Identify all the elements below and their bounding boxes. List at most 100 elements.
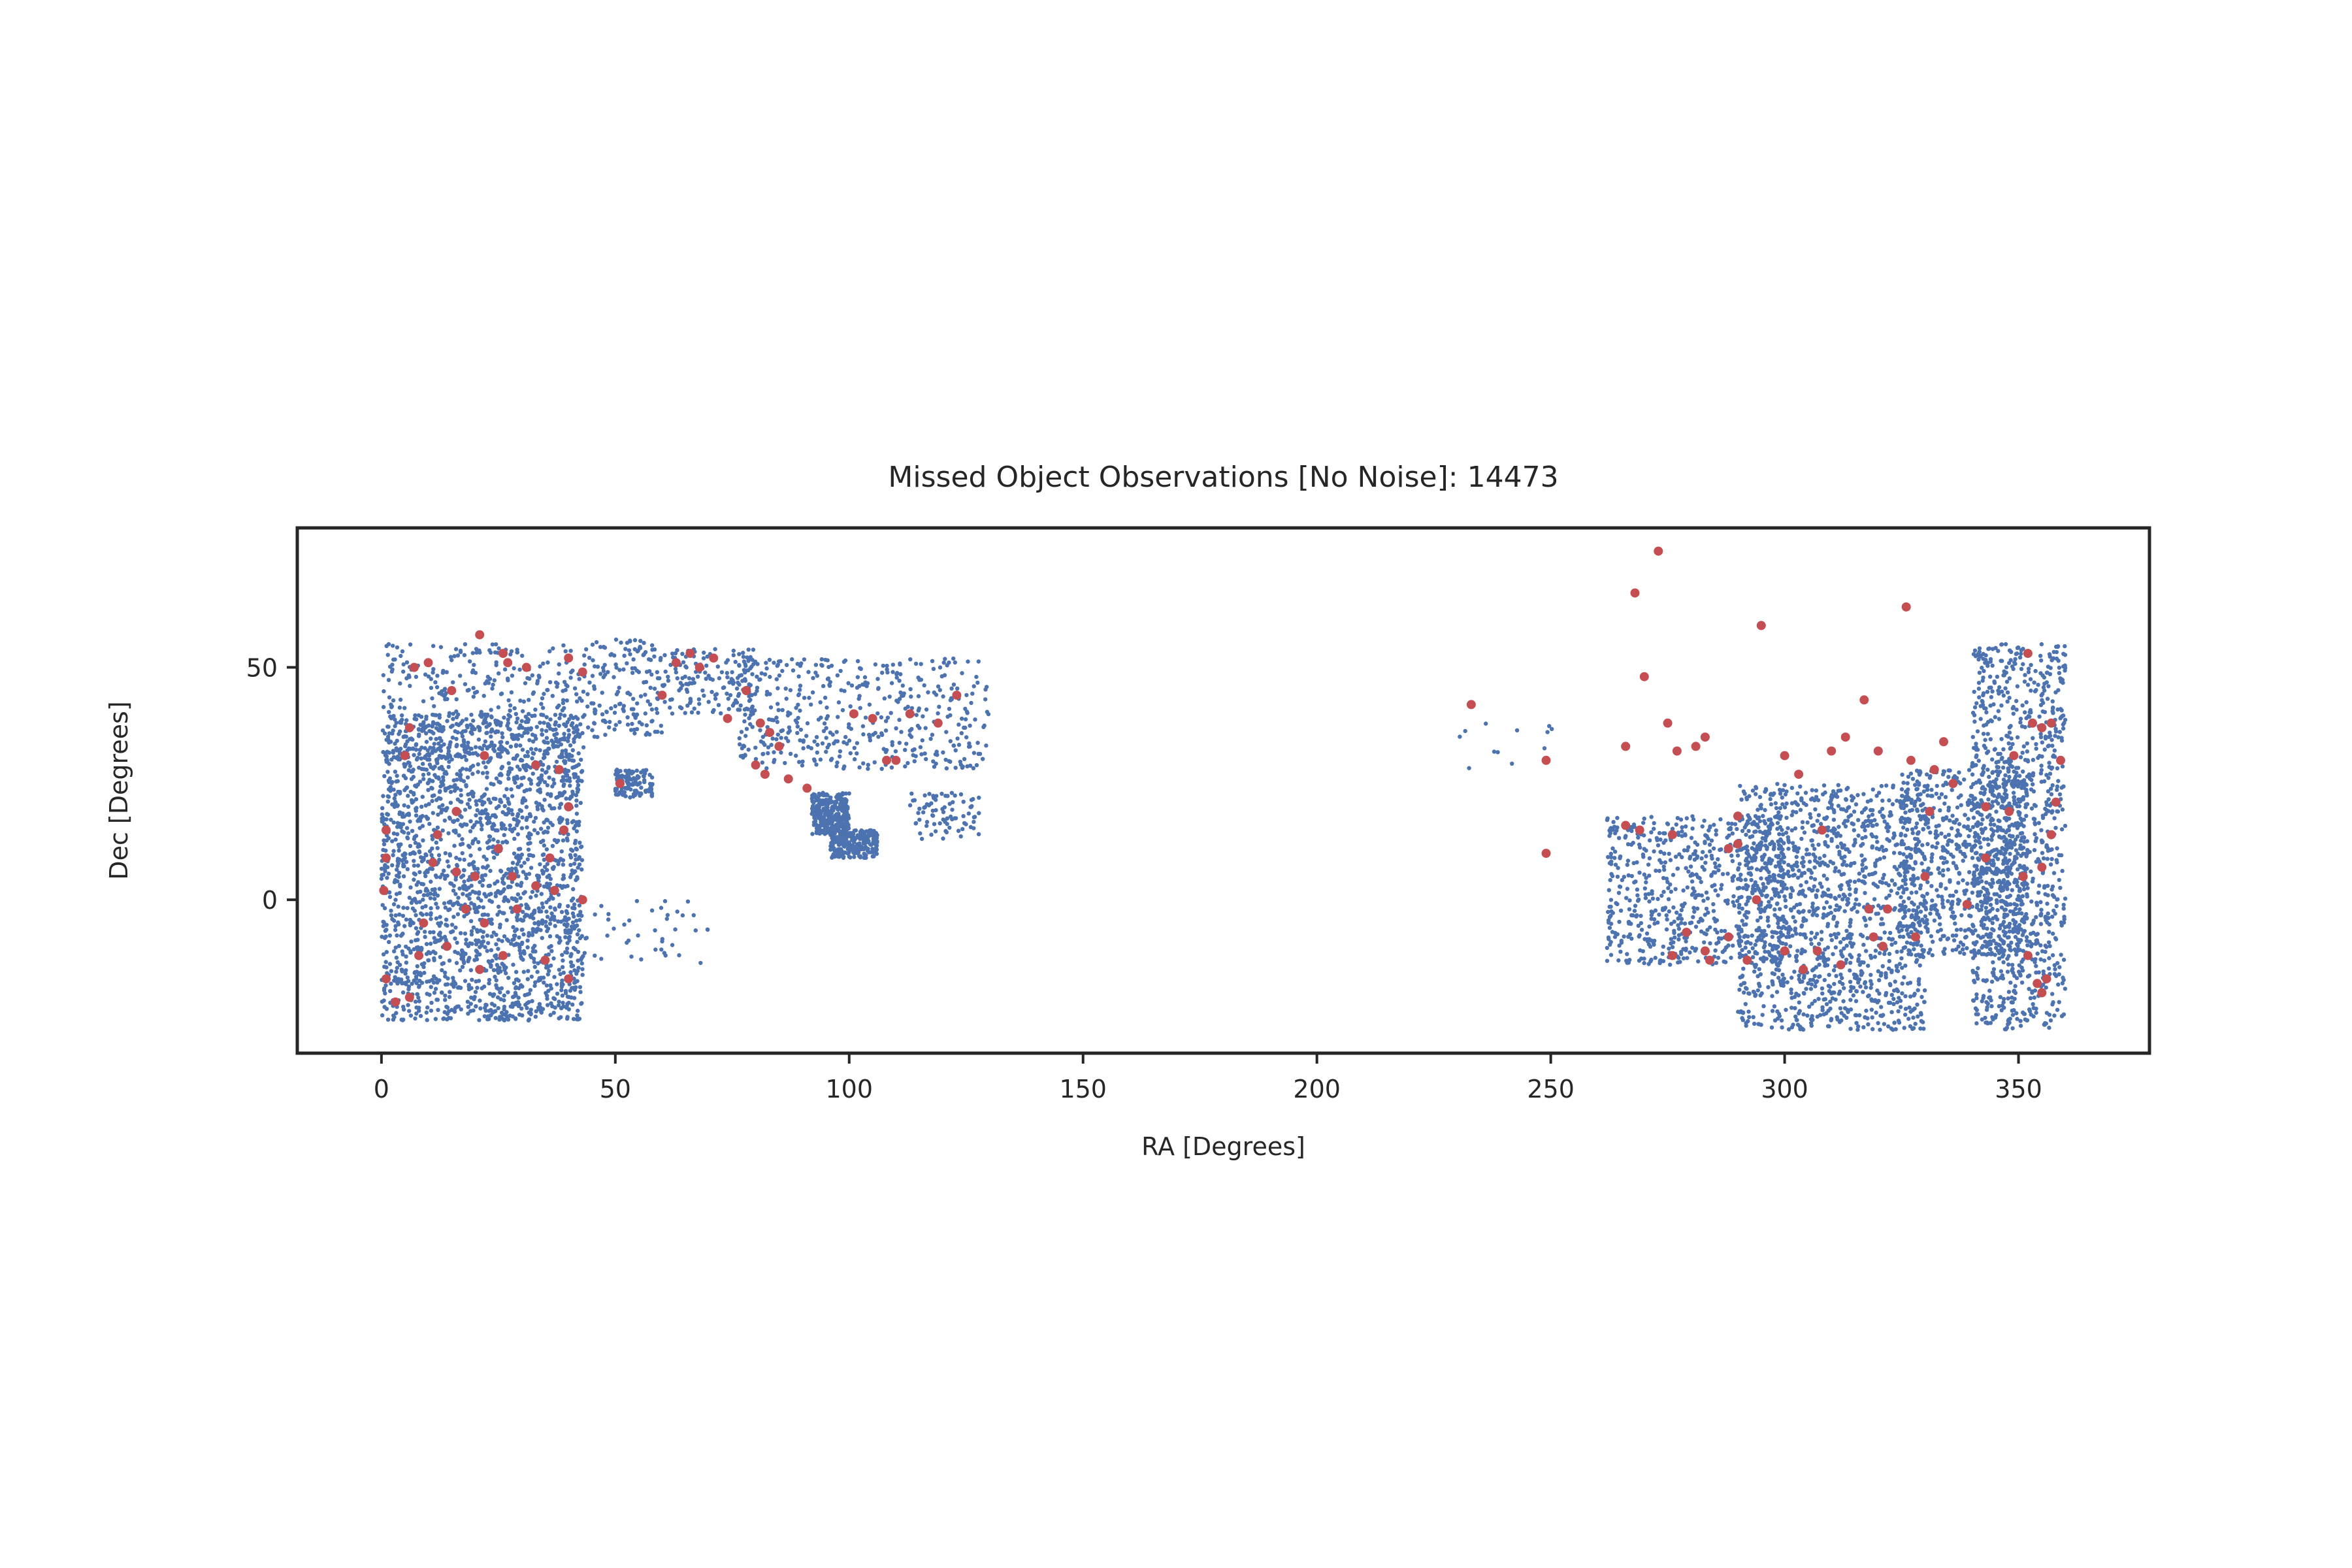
data-point xyxy=(832,803,838,808)
data-point xyxy=(1686,869,1691,874)
data-point xyxy=(1635,913,1639,918)
data-point xyxy=(851,840,857,845)
data-point xyxy=(1693,840,1697,845)
data-point xyxy=(387,695,392,700)
data-point xyxy=(941,750,945,755)
data-point xyxy=(575,939,580,944)
data-point xyxy=(446,749,451,754)
data-point xyxy=(455,753,460,757)
data-point xyxy=(1789,785,1795,791)
data-point xyxy=(1615,874,1620,879)
data-point xyxy=(520,815,525,820)
data-point xyxy=(502,1018,507,1022)
data-point xyxy=(430,696,434,701)
data-point xyxy=(434,775,439,779)
data-point xyxy=(851,847,856,851)
data-point xyxy=(592,721,597,726)
data-point xyxy=(638,638,643,644)
data-point xyxy=(514,743,519,747)
data-point xyxy=(942,805,947,809)
data-point xyxy=(419,756,423,761)
data-point xyxy=(1607,834,1612,838)
data-point xyxy=(428,896,433,900)
data-point xyxy=(451,915,456,919)
data-point xyxy=(492,678,497,683)
data-point xyxy=(394,955,399,960)
data-point xyxy=(562,759,566,764)
data-point xyxy=(557,1016,561,1021)
data-point xyxy=(485,913,490,917)
data-point xyxy=(462,879,466,884)
data-point xyxy=(468,1002,473,1006)
data-point xyxy=(545,862,549,866)
data-point xyxy=(527,853,532,858)
data-point xyxy=(453,925,458,930)
data-point xyxy=(1718,817,1723,822)
data-point xyxy=(483,873,488,877)
data-point xyxy=(502,874,506,878)
data-point xyxy=(1766,985,1771,990)
data-point xyxy=(801,738,806,743)
data-point xyxy=(520,747,525,752)
data-point xyxy=(555,681,560,686)
data-point xyxy=(523,798,528,803)
data-point xyxy=(467,798,472,802)
data-point xyxy=(568,847,574,852)
data-point xyxy=(1661,944,1665,949)
data-point xyxy=(475,808,480,813)
data-point xyxy=(814,735,819,740)
data-point xyxy=(937,704,941,710)
data-point xyxy=(814,798,819,803)
data-point xyxy=(874,840,879,844)
data-point xyxy=(539,826,544,831)
data-point xyxy=(824,826,828,832)
data-point xyxy=(444,917,449,922)
data-point xyxy=(860,724,866,728)
data-point xyxy=(408,923,413,928)
data-point xyxy=(568,928,574,933)
data-point xyxy=(634,768,639,773)
data-point xyxy=(533,1015,538,1019)
data-point xyxy=(1642,960,1646,966)
data-point xyxy=(852,855,857,859)
data-point xyxy=(471,685,476,691)
data-point xyxy=(529,747,534,751)
data-point xyxy=(1650,889,1654,894)
data-point xyxy=(844,798,849,803)
data-point xyxy=(408,885,413,890)
data-point xyxy=(383,869,387,874)
data-point xyxy=(493,894,498,898)
data-point xyxy=(737,708,742,712)
data-point xyxy=(515,977,519,982)
data-point xyxy=(1676,926,1682,931)
data-point xyxy=(924,823,929,828)
data-point xyxy=(414,1005,419,1010)
data-point xyxy=(400,858,404,863)
data-point xyxy=(393,945,398,950)
data-point xyxy=(419,745,424,750)
data-point xyxy=(457,833,461,838)
data-point xyxy=(939,791,944,796)
data-point xyxy=(399,977,404,982)
data-point xyxy=(550,843,555,849)
data-point xyxy=(502,896,507,900)
data-point xyxy=(852,745,857,751)
data-point xyxy=(546,792,550,796)
data-point xyxy=(385,875,389,880)
data-point xyxy=(430,798,434,804)
data-point xyxy=(406,1003,410,1007)
data-point xyxy=(625,779,629,784)
data-point xyxy=(1910,913,1914,918)
data-point xyxy=(1618,908,1624,913)
data-point xyxy=(551,646,555,651)
data-point xyxy=(951,743,956,748)
data-point xyxy=(617,702,622,706)
data-point xyxy=(561,884,566,889)
data-point xyxy=(431,974,436,979)
data-point xyxy=(392,949,397,954)
data-point xyxy=(565,818,570,823)
data-point xyxy=(494,942,498,947)
data-point xyxy=(644,723,649,728)
data-point xyxy=(976,832,981,837)
data-point xyxy=(416,945,420,950)
